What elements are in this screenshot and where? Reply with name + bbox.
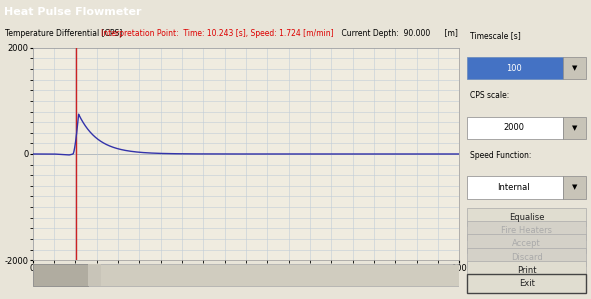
Text: Accept: Accept [512,239,541,248]
Bar [467,208,586,226]
Bar [467,234,586,253]
Text: Temperature Differential [CPS]: Temperature Differential [CPS] [5,29,122,38]
Text: Interpretation Point:  Time: 10.243 [s], Speed: 1.724 [m/min]: Interpretation Point: Time: 10.243 [s], … [102,29,334,38]
Text: Heat Pulse Flowmeter: Heat Pulse Flowmeter [4,7,141,17]
Text: ▼: ▼ [571,184,577,191]
Text: ▼: ▼ [571,125,577,131]
Bar [563,117,586,139]
Bar [33,264,88,286]
Text: Current Depth:  90.000      [m]: Current Depth: 90.000 [m] [332,29,458,38]
Bar [467,176,563,199]
Text: Speed Function:: Speed Function: [470,151,531,160]
Text: Exit: Exit [519,279,534,288]
Bar [467,261,586,280]
Bar [467,248,586,266]
Bar [563,176,586,199]
Text: Fire Heaters: Fire Heaters [501,226,552,235]
Bar [563,57,586,79]
Text: Equalise: Equalise [509,213,544,222]
X-axis label: Time [seconds]: Time [seconds] [214,275,278,284]
Text: CPS scale:: CPS scale: [470,91,509,100]
Text: Discard: Discard [511,253,543,262]
Text: 100: 100 [506,63,522,73]
Text: ▼: ▼ [571,65,577,71]
Text: Timescale [s]: Timescale [s] [470,31,521,40]
Text: Internal: Internal [498,183,530,192]
Bar [88,264,101,286]
Text: Print: Print [517,266,536,275]
Bar [467,221,586,240]
Bar [467,117,563,139]
Text: 2000: 2000 [503,123,524,132]
Bar [467,274,586,293]
Bar [467,57,563,79]
